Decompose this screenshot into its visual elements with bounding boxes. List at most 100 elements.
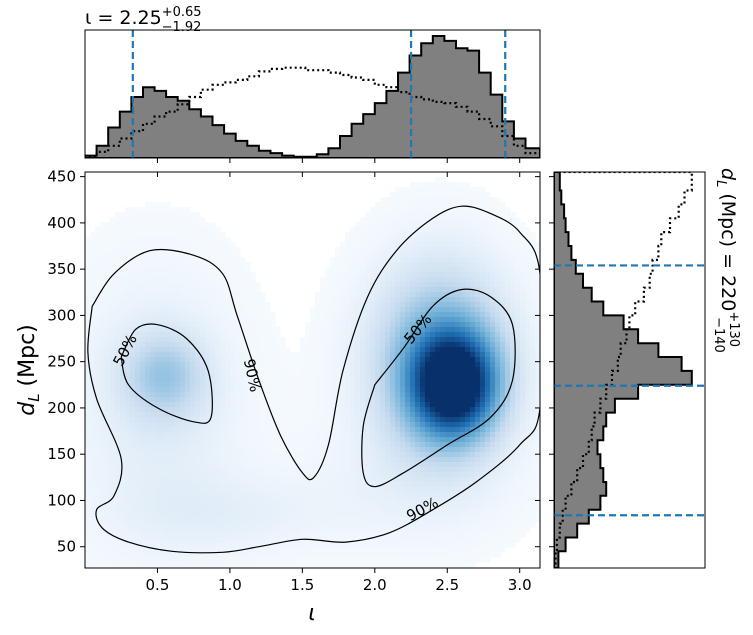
heatmap-cell-25-85 (510, 297, 516, 303)
heatmap-cell-57-68 (425, 457, 431, 463)
heatmap-cell-26-17 (170, 302, 176, 308)
heatmap-cell-18-52 (345, 262, 351, 268)
heatmap-cell-21-20 (185, 277, 191, 283)
heatmap-cell-48-2 (95, 412, 101, 418)
heatmap-cell-49-45 (310, 417, 316, 423)
heatmap-cell-33-18 (175, 337, 181, 343)
heatmap-cell-43-14 (155, 387, 161, 393)
heatmap-cell-27-68 (425, 307, 431, 313)
heatmap-cell-48-90 (535, 412, 540, 418)
heatmap-cell-53-8 (125, 437, 131, 443)
heatmap-cell-59-33 (250, 467, 256, 473)
heatmap-cell-18-81 (490, 262, 496, 268)
heatmap-cell-27-7 (120, 307, 126, 313)
heatmap-cell-29-36 (265, 317, 271, 323)
heatmap-cell-56-81 (490, 452, 496, 458)
heatmap-cell-29-72 (445, 317, 451, 323)
heatmap-cell-50-38 (275, 422, 281, 428)
heatmap-cell-40-38 (275, 372, 281, 378)
heatmap-cell-40-16 (165, 372, 171, 378)
heatmap-cell-39-11 (140, 367, 146, 373)
heatmap-cell-26-59 (380, 302, 386, 308)
heatmap-cell-56-15 (160, 452, 166, 458)
heatmap-cell-29-0 (85, 317, 91, 323)
heatmap-cell-9-71 (440, 217, 446, 223)
heatmap-cell-49-73 (450, 417, 456, 423)
heatmap-cell-37-47 (320, 357, 326, 363)
heatmap-cell-25-61 (390, 297, 396, 303)
heatmap-cell-35-62 (395, 347, 401, 353)
heatmap-cell-61-55 (360, 477, 366, 483)
heatmap-cell-24-14 (155, 292, 161, 298)
heatmap-cell-17-81 (490, 257, 496, 263)
heatmap-cell-53-6 (115, 437, 121, 443)
heatmap-cell-21-77 (470, 277, 476, 283)
heatmap-cell-26-90 (535, 302, 540, 308)
heatmap-cell-10-80 (485, 222, 491, 228)
heatmap-cell-48-6 (115, 412, 121, 418)
heatmap-cell-63-44 (305, 487, 311, 493)
heatmap-cell-10-15 (160, 222, 166, 228)
heatmap-cell-42-48 (325, 382, 331, 388)
heatmap-cell-44-79 (480, 392, 486, 398)
heatmap-cell-38-6 (115, 362, 121, 368)
heatmap-cell-42-64 (405, 382, 411, 388)
heatmap-cell-25-88 (525, 297, 531, 303)
heatmap-cell-27-67 (420, 307, 426, 313)
heatmap-cell-15-52 (345, 247, 351, 253)
heatmap-cell-52-52 (345, 432, 351, 438)
heatmap-cell-15-57 (370, 247, 376, 253)
heatmap-cell-34-67 (420, 342, 426, 348)
heatmap-cell-41-78 (475, 377, 481, 383)
heatmap-cell-60-14 (155, 472, 161, 478)
heatmap-cell-12-5 (110, 232, 116, 238)
heatmap-cell-63-56 (365, 487, 371, 493)
heatmap-cell-44-58 (375, 392, 381, 398)
heatmap-cell-31-29 (230, 327, 236, 333)
heatmap-cell-35-60 (385, 347, 391, 353)
heatmap-cell-58-59 (380, 462, 386, 468)
heatmap-cell-51-41 (290, 427, 296, 433)
heatmap-cell-38-8 (125, 362, 131, 368)
heatmap-cell-4-62 (395, 192, 401, 198)
heatmap-cell-12-83 (500, 232, 506, 238)
heatmap-cell-58-65 (410, 462, 416, 468)
heatmap-cell-22-31 (240, 282, 246, 288)
heatmap-cell-64-26 (215, 492, 221, 498)
heatmap-cell-50-41 (290, 422, 296, 428)
heatmap-cell-13-25 (210, 237, 216, 243)
heatmap-cell-51-18 (175, 427, 181, 433)
heatmap-cell-11-81 (490, 227, 496, 233)
heatmap-cell-25-86 (515, 297, 521, 303)
heatmap-cell-40-29 (230, 372, 236, 378)
heatmap-cell-15-84 (505, 247, 511, 253)
heatmap-cell-36-60 (385, 352, 391, 358)
heatmap-cell-27-27 (220, 307, 226, 313)
heatmap-cell-44-52 (345, 392, 351, 398)
heatmap-cell-48-21 (190, 412, 196, 418)
heatmap-cell-41-22 (195, 377, 201, 383)
heatmap-cell-34-43 (300, 342, 306, 348)
heatmap-cell-33-78 (475, 337, 481, 343)
heatmap-cell-52-22 (195, 432, 201, 438)
heatmap-cell-56-14 (155, 452, 161, 458)
heatmap-cell-46-24 (205, 402, 211, 408)
heatmap-cell-40-49 (330, 372, 336, 378)
heatmap-cell-12-17 (170, 232, 176, 238)
heatmap-cell-62-78 (475, 482, 481, 488)
heatmap-cell-47-89 (530, 407, 536, 413)
heatmap-cell-13-74 (455, 237, 461, 243)
heatmap-cell-42-50 (335, 382, 341, 388)
heatmap-cell-57-2 (95, 457, 101, 463)
heatmap-cell-20-15 (160, 272, 166, 278)
heatmap-cell-12-23 (200, 232, 206, 238)
heatmap-cell-59-30 (235, 467, 241, 473)
heatmap-cell-25-59 (380, 297, 386, 303)
heatmap-cell-54-74 (455, 442, 461, 448)
heatmap-cell-40-46 (315, 372, 321, 378)
heatmap-cell-16-27 (220, 252, 226, 258)
heatmap-cell-60-54 (355, 472, 361, 478)
heatmap-cell-53-26 (215, 437, 221, 443)
heatmap-cell-56-3 (100, 452, 106, 458)
heatmap-cell-58-20 (185, 462, 191, 468)
